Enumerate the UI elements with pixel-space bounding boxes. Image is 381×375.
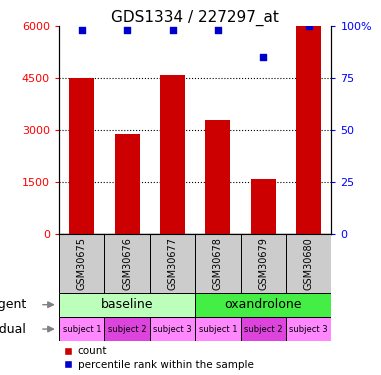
Text: baseline: baseline [101, 298, 154, 311]
Bar [251, 179, 276, 234]
Text: subject 2: subject 2 [244, 324, 283, 334]
Legend: count, percentile rank within the sample: count, percentile rank within the sample [64, 346, 254, 370]
Point [215, 27, 221, 33]
Point [306, 23, 312, 29]
Text: GSM30677: GSM30677 [168, 237, 178, 290]
Point [170, 27, 176, 33]
Text: subject 3: subject 3 [153, 324, 192, 334]
Text: GSM30678: GSM30678 [213, 237, 223, 290]
Bar [115, 134, 140, 234]
Bar [195, 234, 241, 292]
Bar [150, 234, 195, 292]
Bar [150, 317, 195, 341]
Bar [59, 317, 104, 341]
Text: GSM30680: GSM30680 [304, 237, 314, 290]
Bar [286, 317, 331, 341]
Bar [241, 317, 286, 341]
Bar [104, 234, 150, 292]
Text: subject 1: subject 1 [199, 324, 237, 334]
Bar [69, 78, 94, 234]
Bar [195, 317, 241, 341]
Text: subject 1: subject 1 [62, 324, 101, 334]
Point [260, 54, 266, 60]
Bar [59, 234, 104, 292]
Bar [241, 234, 286, 292]
Point [124, 27, 130, 33]
Bar [104, 317, 150, 341]
Text: oxandrolone: oxandrolone [225, 298, 302, 311]
Point [79, 27, 85, 33]
Bar [296, 26, 321, 234]
Text: subject 2: subject 2 [108, 324, 146, 334]
Title: GDS1334 / 227297_at: GDS1334 / 227297_at [111, 10, 279, 26]
Text: agent: agent [0, 298, 26, 311]
Bar [195, 292, 331, 317]
Text: individual: individual [0, 322, 26, 336]
Text: subject 3: subject 3 [290, 324, 328, 334]
Bar [59, 292, 195, 317]
Text: GSM30679: GSM30679 [258, 237, 268, 290]
Text: GSM30676: GSM30676 [122, 237, 132, 290]
Bar [286, 234, 331, 292]
Text: GSM30675: GSM30675 [77, 237, 87, 290]
Bar [160, 75, 185, 234]
Bar [205, 120, 231, 234]
